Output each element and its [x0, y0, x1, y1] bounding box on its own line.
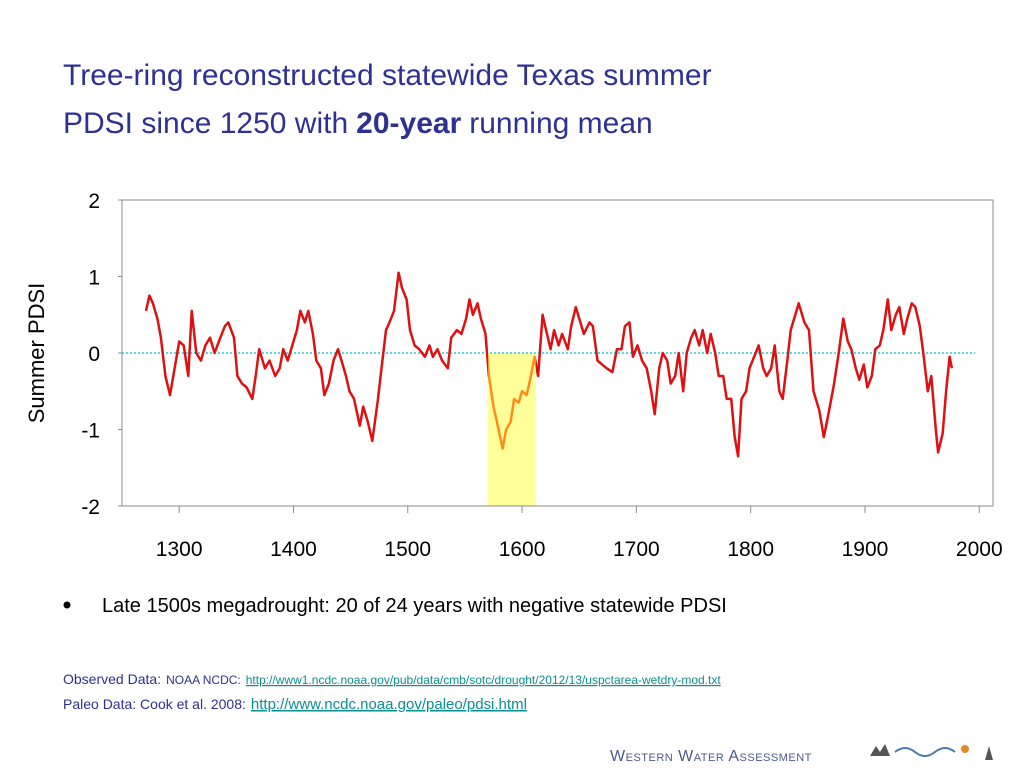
x-tick-label: 1400: [270, 538, 317, 561]
y-tick-label: -2: [81, 496, 100, 519]
y-tick-label: -1: [81, 420, 100, 443]
source-link[interactable]: http://www.ncdc.noaa.gov/paleo/pdsi.html: [251, 696, 527, 713]
logo-icon: [961, 745, 969, 753]
y-tick-label: 2: [88, 190, 100, 213]
y-tick-label: 1: [88, 267, 100, 290]
x-tick-label: 2000: [956, 538, 1003, 561]
source-org: NOAA NCDC:: [166, 673, 241, 687]
source-label: Paleo Data: Cook et al. 2008:: [63, 696, 246, 712]
logo-icon: [870, 744, 890, 756]
x-tick-label: 1300: [156, 538, 203, 561]
data-line: [144, 271, 954, 458]
y-tick-label: 0: [88, 343, 100, 366]
title-line-1: Tree-ring reconstructed statewide Texas …: [63, 59, 712, 92]
logo-text: Western Water Assessment: [610, 748, 812, 765]
plot: -2 -1 0 1 2 1300 1400 1500 1600 1700 1800 1900 2000: [81, 190, 1002, 561]
title-line-2: PDSI since 1250 with 20-year running mean: [63, 107, 653, 140]
source-observed: Observed Data: NOAA NCDC: http://www1.ncdc…: [63, 671, 721, 687]
source-label: Observed Data:: [63, 671, 161, 687]
x-tick-label: 1600: [499, 538, 546, 561]
x-tick-label: 1700: [613, 538, 660, 561]
title-part: running mean: [469, 107, 652, 140]
logo-icons: [870, 744, 993, 760]
source-paleo: Paleo Data: Cook et al. 2008: http://www.…: [63, 696, 527, 713]
x-tick-label: 1900: [842, 538, 889, 561]
y-axis-label: Summer PDSI: [24, 283, 49, 424]
bullet-dot: [63, 601, 71, 609]
x-tick-label: 1500: [384, 538, 431, 561]
title-bold: 20-year: [356, 107, 461, 140]
bullet-text: Late 1500s megadrought: 20 of 24 years w…: [102, 595, 727, 617]
x-tick-label: 1800: [727, 538, 774, 561]
logo-icon: [985, 746, 993, 760]
logo-icon: [894, 747, 956, 757]
source-link[interactable]: http://www1.ncdc.noaa.gov/pub/data/cmb/s…: [246, 673, 722, 687]
highlight-band: [487, 353, 536, 506]
title-part: PDSI since 1250 with: [63, 107, 348, 140]
